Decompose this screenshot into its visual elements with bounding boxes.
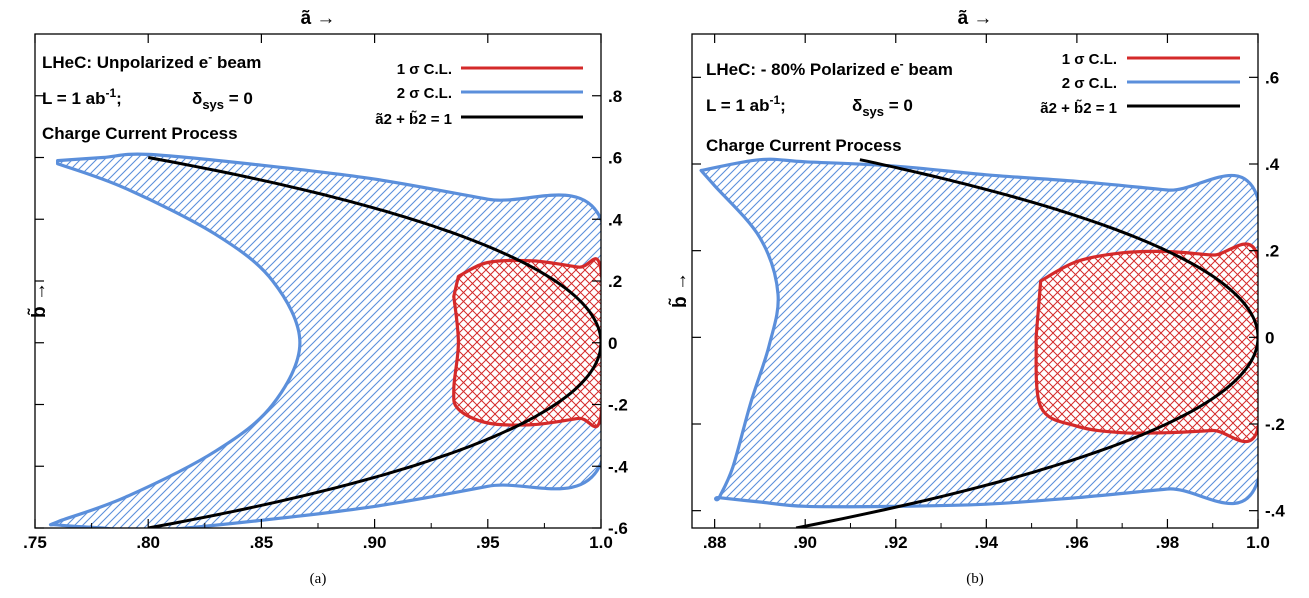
frame-b <box>691 33 1259 529</box>
series-1sigma-outline-a <box>452 257 601 429</box>
annotation-process-a: Charge Current Process <box>42 124 238 143</box>
legend-entry-2sigma-b: 2 σ C.L. <box>1062 75 1117 92</box>
y-tick-label-b-0: .6 <box>1265 68 1279 87</box>
x-axis-label-a: ã → <box>301 8 336 29</box>
y-tick-label-b-3: 0 <box>1265 328 1274 347</box>
legend-entry-1sigma-b: 1 σ C.L. <box>1062 51 1117 68</box>
y-tick-label-a-0: .8 <box>608 87 622 106</box>
x-tick-label-b-0: .88 <box>703 533 727 552</box>
plot-area-b <box>699 157 1258 528</box>
legend-entry-1sigma-a: 1 σ C.L. <box>397 61 452 78</box>
x-tick-label-b-3: .94 <box>974 533 998 552</box>
series-2sigma-outline-a <box>48 152 601 528</box>
x-tick-label-a-2: .85 <box>250 533 274 552</box>
series-2sigma-outline-b <box>699 157 1258 509</box>
legend-entry-circle-a: ã2 + b̃2 = 1 <box>375 110 452 128</box>
y-axis-label-a: b̃ → <box>27 282 50 318</box>
y-axis-label-b: b̃ → <box>668 272 691 308</box>
y-tick-label-a-7: -.6 <box>608 519 628 538</box>
annotation-sys-a: δsys = 0 <box>192 89 253 112</box>
y-tick-label-b-2: .2 <box>1265 242 1279 261</box>
x-tick-label-b-5: .98 <box>1156 533 1180 552</box>
annotations-b: LHeC: - 80% Polarized e- beam L = 1 ab-1… <box>706 57 953 155</box>
series-1sigma-outline-b <box>1034 242 1258 444</box>
y-tick-label-a-5: -.2 <box>608 396 628 415</box>
annotation-lumi-a: L = 1 ab-1; <box>42 86 122 108</box>
x-tick-label-a-0: .75 <box>23 533 47 552</box>
x-tick-label-a-1: .80 <box>136 533 160 552</box>
y-tick-label-b-4: -.2 <box>1265 415 1285 434</box>
x-tick-label-a-3: .90 <box>363 533 387 552</box>
panel-b: .88 .90 .92 .94 .96 .98 1.0 .6 .4 .2 0 -.2 -.4 1 σ C… <box>668 8 1285 587</box>
x-tick-label-b-4: .96 <box>1065 533 1089 552</box>
series-1sigma-fill-a <box>453 258 601 427</box>
y-tick-label-b-1: .4 <box>1265 155 1280 174</box>
x-tick-label-a-5: 1.0 <box>589 533 613 552</box>
legend-entry-circle-b: ã2 + b̃2 = 1 <box>1040 99 1117 117</box>
legend-b: 1 σ C.L. 2 σ C.L. ã2 + b̃2 = 1 <box>1040 51 1240 117</box>
annotations-a: LHeC: Unpolarized e- beam L = 1 ab-1; δs… <box>42 50 261 143</box>
series-1sigma-fill-b <box>1036 243 1258 442</box>
x-tick-label-b-1: .90 <box>793 533 817 552</box>
annotation-beam-a: LHeC: Unpolarized e- beam <box>42 50 261 72</box>
y-tick-label-a-1: .6 <box>608 149 622 168</box>
plot-area-a <box>48 152 601 528</box>
annotation-beam-b: LHeC: - 80% Polarized e- beam <box>706 57 953 79</box>
caption-a: (a) <box>310 571 327 587</box>
legend-entry-2sigma-a: 2 σ C.L. <box>397 85 452 102</box>
ticks-b: .88 .90 .92 .94 .96 .98 1.0 .6 .4 .2 0 -.2 -.4 <box>692 34 1285 552</box>
ticks-a: .75 .80 .85 .90 .95 1.0 .8 .6 .4 .2 0 -.2 -.4 -.6 <box>23 34 628 552</box>
y-tick-label-a-6: -.4 <box>608 457 628 476</box>
x-tick-label-a-4: .95 <box>476 533 500 552</box>
annotation-sys-b: δsys = 0 <box>852 96 913 119</box>
y-tick-label-a-2: .4 <box>608 210 623 229</box>
legend-a: 1 σ C.L. 2 σ C.L. ã2 + b̃2 = 1 <box>375 61 583 128</box>
annotation-lumi-b: L = 1 ab-1; <box>706 93 786 115</box>
y-tick-label-a-3: .2 <box>608 272 622 291</box>
series-unit-circle-a <box>147 156 601 528</box>
x-tick-label-b-2: .92 <box>884 533 908 552</box>
y-tick-label-a-4: 0 <box>608 334 617 353</box>
annotation-process-b: Charge Current Process <box>706 136 902 155</box>
caption-b: (b) <box>966 571 984 587</box>
panel-a: .75 .80 .85 .90 .95 1.0 .8 .6 .4 .2 0 -.2 -.4 -.6 1 σ… <box>23 8 628 587</box>
series-2sigma-fill-a <box>50 154 601 528</box>
x-axis-label-b: ã → <box>958 8 993 29</box>
y-tick-label-b-5: -.4 <box>1265 502 1285 521</box>
x-tick-label-b-6: 1.0 <box>1246 533 1270 552</box>
